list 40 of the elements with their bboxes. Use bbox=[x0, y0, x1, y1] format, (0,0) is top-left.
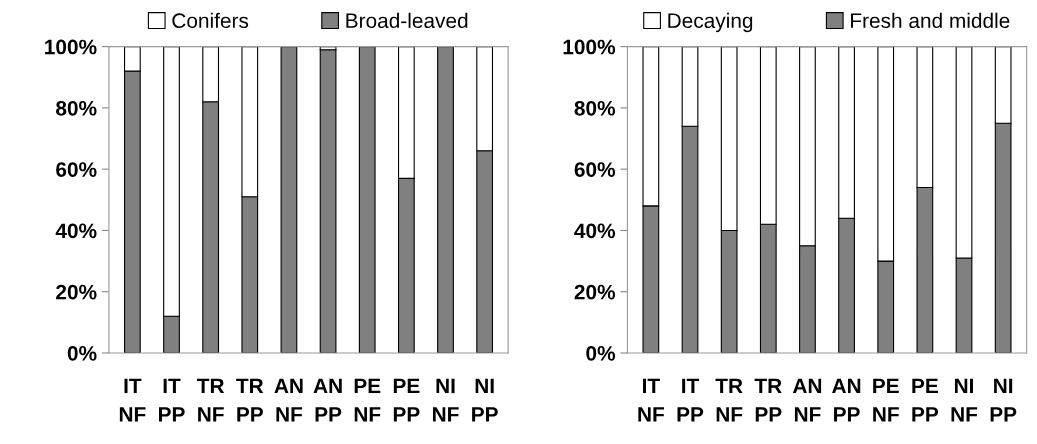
y-tick-label: 80% bbox=[574, 100, 616, 116]
x-tick-label: TR NF bbox=[715, 378, 743, 422]
x-tick-label: PE NF bbox=[873, 378, 899, 422]
x-tick-label: AN NF bbox=[274, 378, 303, 422]
y-tick-label: 20% bbox=[56, 284, 97, 300]
y-tick-label: 60% bbox=[574, 162, 616, 177]
x-tick-label: TR NF bbox=[197, 378, 225, 422]
x-tick-label: PE PP bbox=[912, 378, 939, 422]
y-tick-label: 20% bbox=[574, 284, 616, 300]
x-tick-label: NI NF bbox=[951, 378, 978, 422]
y-tick-label: 60% bbox=[56, 162, 97, 177]
x-tick-label: IT PP bbox=[159, 378, 185, 422]
bar bbox=[437, 46, 454, 353]
x-tick-label: IT NF bbox=[119, 378, 146, 422]
legend-label: Broad-leaved bbox=[346, 12, 468, 29]
bar bbox=[358, 46, 376, 353]
x-tick-label: IT PP bbox=[677, 378, 704, 422]
legend-label: Conifers bbox=[172, 12, 249, 29]
x-tick-label: TR PP bbox=[754, 378, 782, 422]
y-tick-label: 80% bbox=[56, 100, 97, 116]
x-tick-label: NI NF bbox=[433, 378, 459, 422]
bar bbox=[319, 49, 337, 353]
legend-label: Fresh and middle bbox=[851, 12, 1010, 29]
legend-label: Decaying bbox=[668, 12, 753, 33]
x-tick-label: AN PP bbox=[832, 378, 861, 422]
y-tick-label: 40% bbox=[55, 223, 97, 239]
y-tick-label: 0% bbox=[67, 345, 97, 361]
x-tick-label: AN PP bbox=[313, 378, 342, 422]
y-tick-label: 100% bbox=[563, 39, 616, 55]
bar bbox=[280, 46, 298, 353]
x-tick-label: AN NF bbox=[792, 378, 822, 422]
y-tick-label: 100% bbox=[45, 39, 97, 55]
y-tick-label: 40% bbox=[574, 223, 616, 239]
x-tick-label: PE PP bbox=[393, 378, 420, 422]
x-tick-label: NI PP bbox=[990, 378, 1017, 422]
y-tick-label: 0% bbox=[586, 345, 616, 361]
x-tick-label: NI PP bbox=[472, 378, 498, 422]
x-tick-label: TR PP bbox=[236, 378, 264, 422]
x-tick-label: PE NF bbox=[354, 378, 381, 422]
x-tick-label: IT NF bbox=[638, 378, 664, 422]
